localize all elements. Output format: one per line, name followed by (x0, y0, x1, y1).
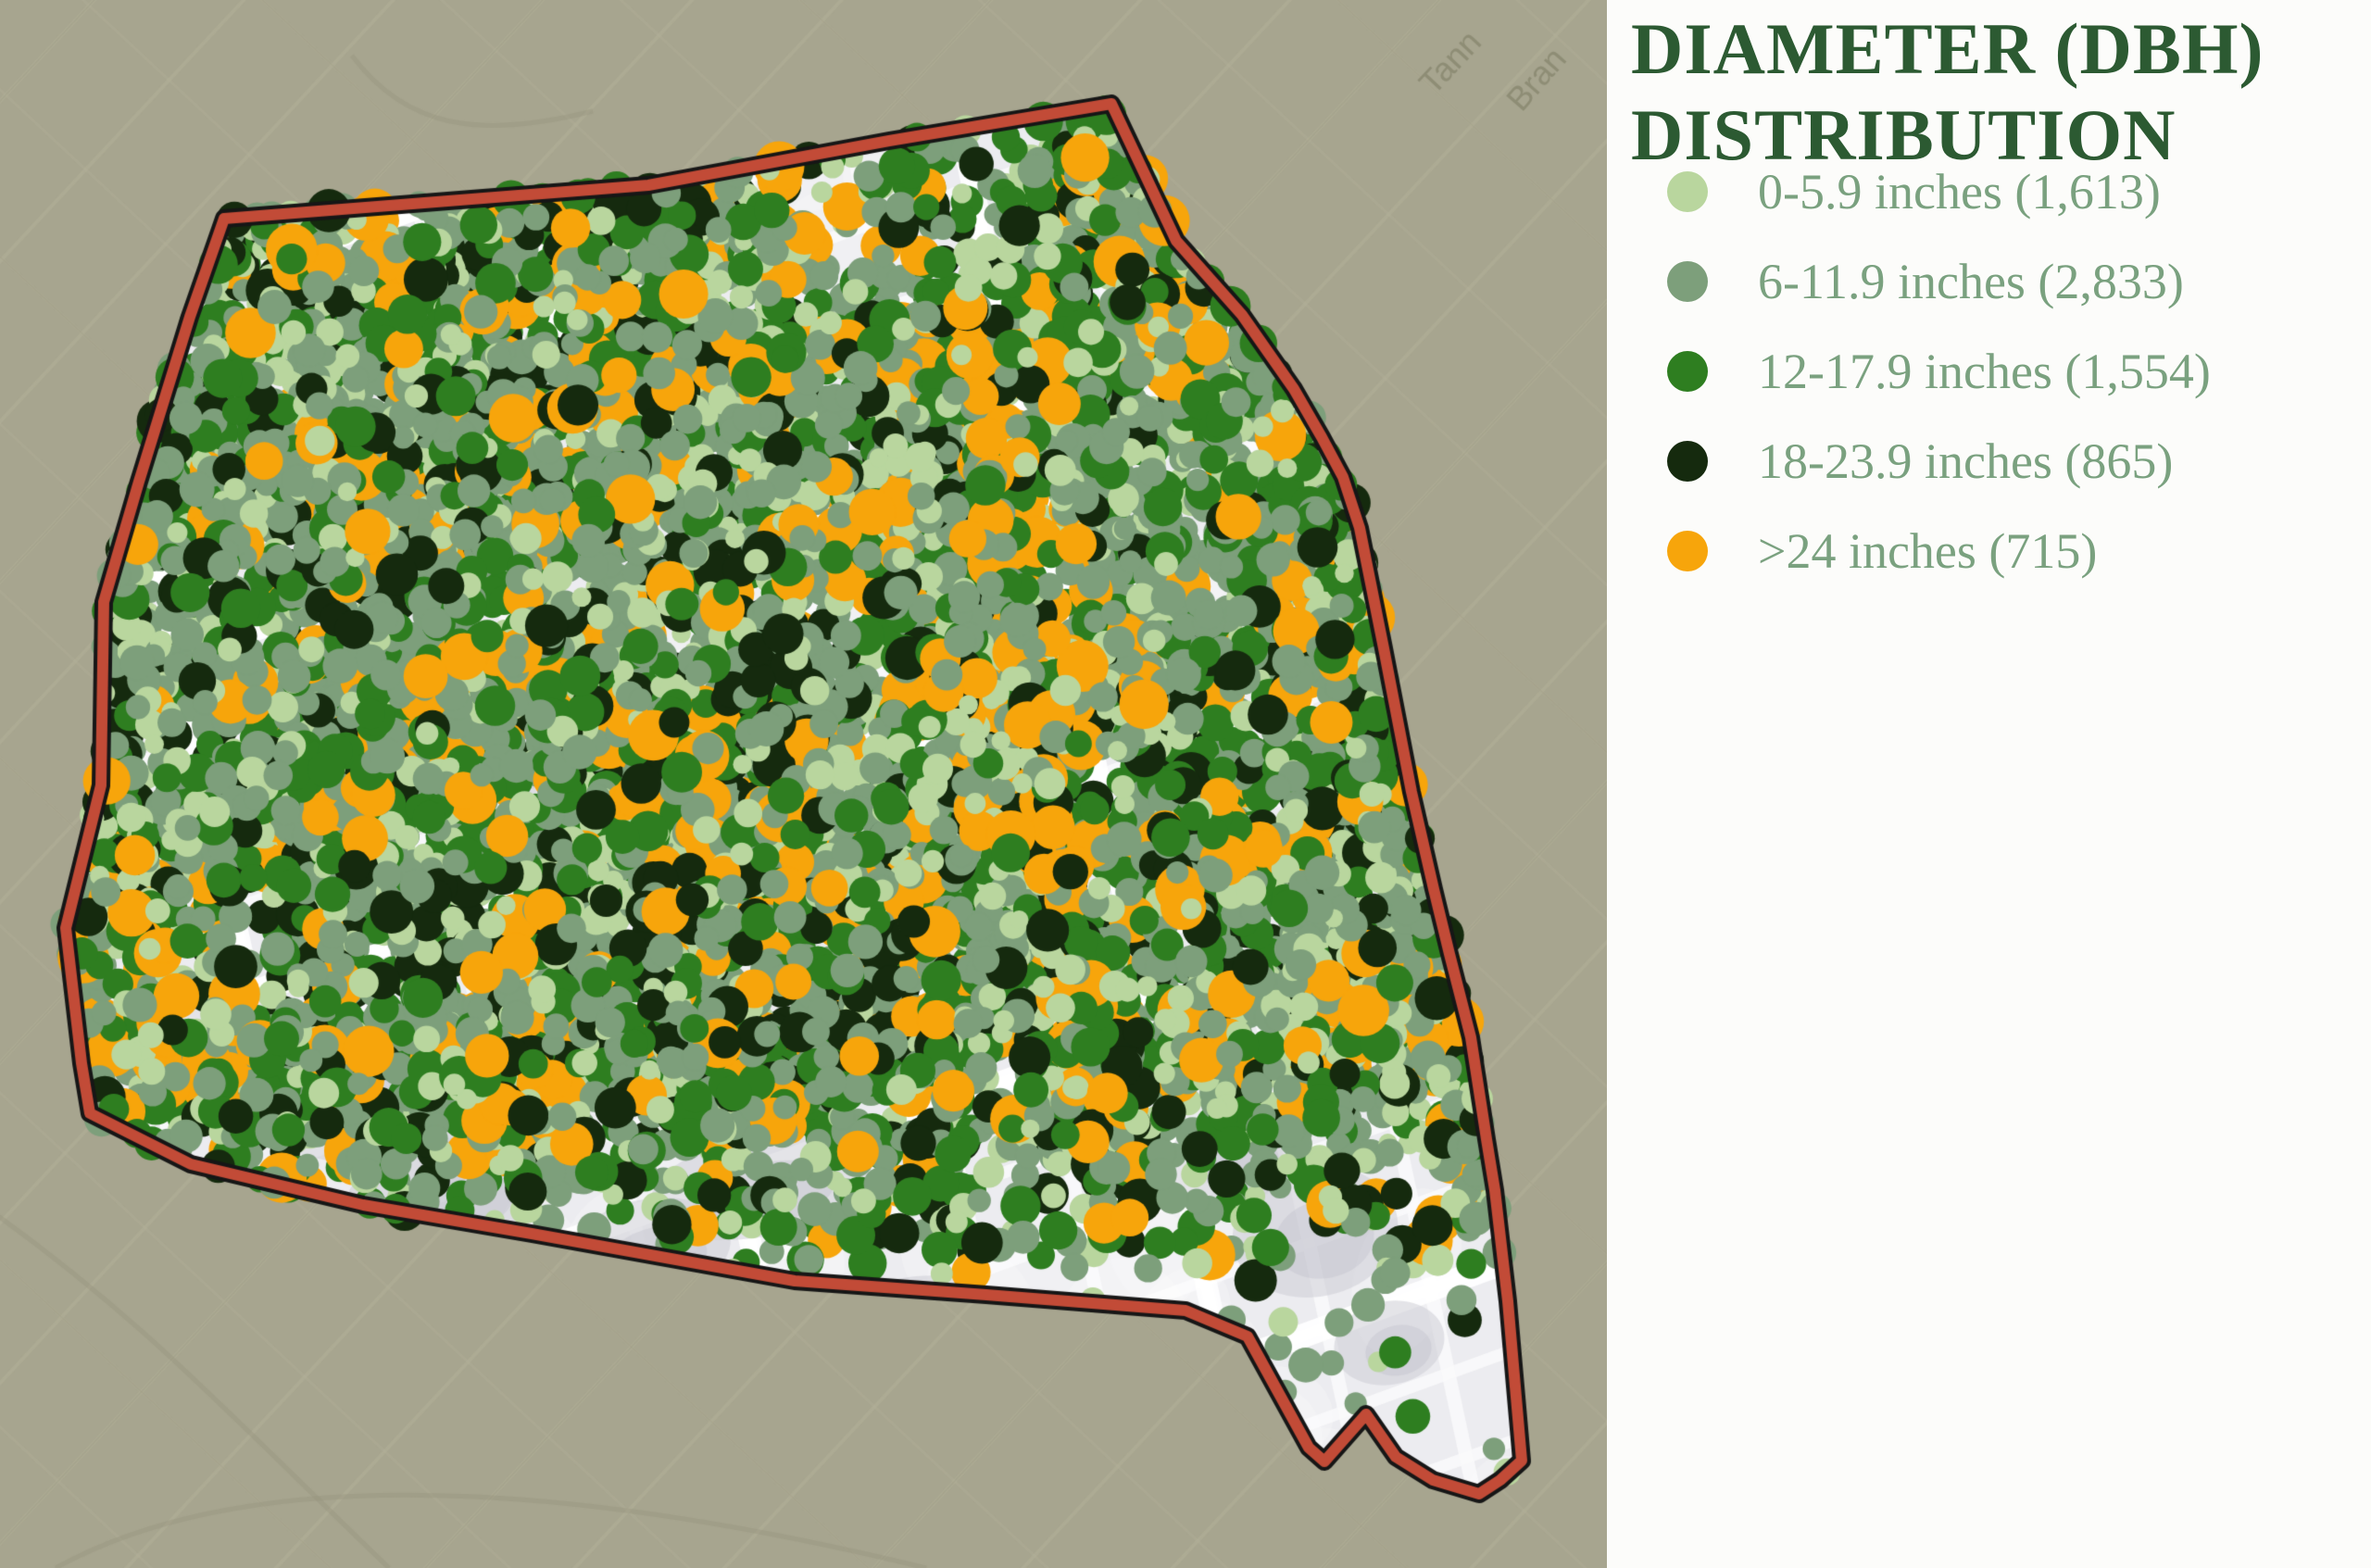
legend-item-label: 6-11.9 inches (2,833) (1758, 253, 2184, 309)
legend-list: 0-5.9 inches (1,613) 6-11.9 inches (2,83… (1607, 146, 2371, 596)
legend-item-0-5-9-inches: 0-5.9 inches (1,613) (1607, 146, 2371, 236)
legend-title-line2: DISTRIBUTION (1631, 94, 2177, 175)
legend-item-18-23-9-inches: 18-23.9 inches (865) (1607, 416, 2371, 506)
legend-item-label: >24 inches (715) (1758, 522, 2098, 579)
legend-title: DIAMETER (DBH) DISTRIBUTION (1631, 6, 2371, 178)
legend-swatch-circle-icon (1667, 530, 1708, 571)
legend-swatch-circle-icon (1667, 350, 1708, 392)
legend-item-label: 18-23.9 inches (865) (1758, 433, 2174, 489)
legend-swatch-circle-icon (1667, 170, 1708, 212)
legend-item-label: 12-17.9 inches (1,554) (1758, 343, 2211, 399)
legend-swatch-circle-icon (1667, 260, 1708, 302)
legend-item-12-17-9-inches: 12-17.9 inches (1,554) (1607, 326, 2371, 416)
legend-swatch-circle-icon (1667, 440, 1708, 482)
tree-distribution-map (0, 0, 1609, 1568)
legend-item-over-24-inches: >24 inches (715) (1607, 506, 2371, 596)
legend-item-label: 0-5.9 inches (1,613) (1758, 163, 2161, 220)
legend-title-line1: DIAMETER (DBH) (1631, 8, 2264, 89)
legend-item-6-11-9-inches: 6-11.9 inches (2,833) (1607, 236, 2371, 326)
legend-panel: DIAMETER (DBH) DISTRIBUTION 0-5.9 inches… (1607, 0, 2371, 1568)
